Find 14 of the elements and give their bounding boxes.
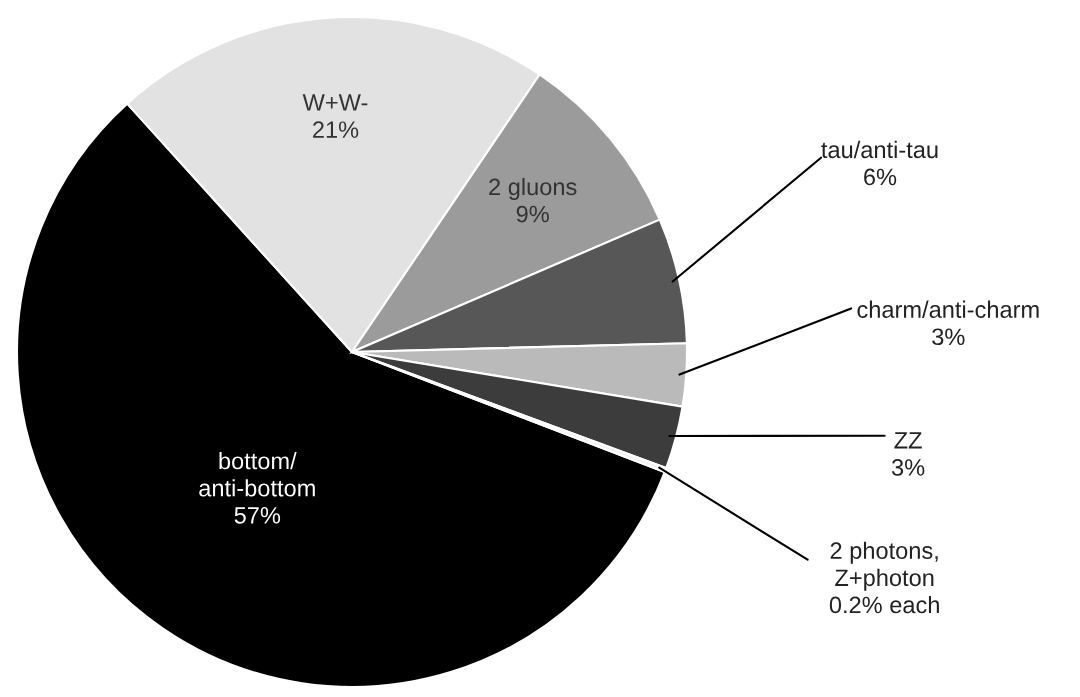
slice-label: charm/anti-charm (857, 300, 1039, 318)
slice-label: ZZ (894, 432, 922, 449)
data-label: 3% (932, 328, 965, 346)
slice-label: bottom/ anti-bottom (199, 452, 315, 497)
data-label: 0.2% each (829, 595, 939, 614)
data-label: 6% (864, 168, 897, 186)
data-label: 9% (516, 205, 549, 223)
data-label: 3% (891, 459, 925, 476)
slice-label: 2 gluons (489, 177, 577, 200)
data-label: 57% (234, 507, 281, 524)
slice-label: 2 photons, Z+photon (830, 541, 938, 591)
slice-label: tau/anti-tau (821, 140, 938, 159)
slice-label: W+W- (302, 94, 368, 111)
data-label: 21% (313, 121, 359, 138)
